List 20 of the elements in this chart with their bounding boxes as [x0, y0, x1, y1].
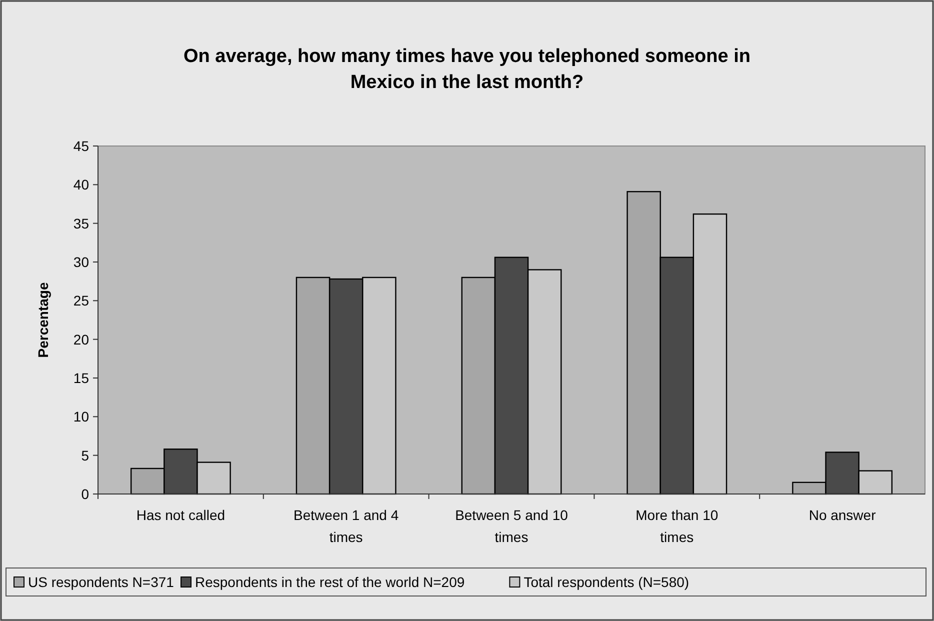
y-tick-label: 35 — [73, 215, 90, 232]
x-tick-label: Has not called — [136, 507, 226, 523]
y-tick-label: 30 — [73, 254, 90, 270]
legend-label: Total respondents (N=580) — [524, 574, 690, 590]
y-tick-label: 25 — [73, 292, 90, 309]
y-tick-label: 40 — [73, 176, 90, 193]
x-tick-label: Between 5 and 10 times — [455, 507, 568, 545]
legend-label: US respondents N=371 — [28, 574, 174, 590]
y-tick-label: 0 — [81, 486, 90, 502]
y-tick-label: 45 — [73, 138, 90, 154]
x-tick-label: Between 1 and 4 times — [294, 507, 399, 545]
y-axis-title: Percentage — [35, 282, 51, 358]
y-tick-label: 5 — [81, 447, 90, 464]
y-tick-label: 10 — [73, 408, 90, 425]
x-tick-label: No answer — [808, 507, 876, 523]
y-tick-label: 20 — [73, 331, 90, 348]
legend-label: Respondents in the rest of the world N=209 — [195, 574, 465, 590]
x-tick-label: More than 10 times — [636, 507, 718, 545]
y-tick-label: 15 — [73, 370, 90, 386]
chart-title: On average, how many times have you telephoned someone in Mexico in the last month? — [184, 46, 750, 93]
